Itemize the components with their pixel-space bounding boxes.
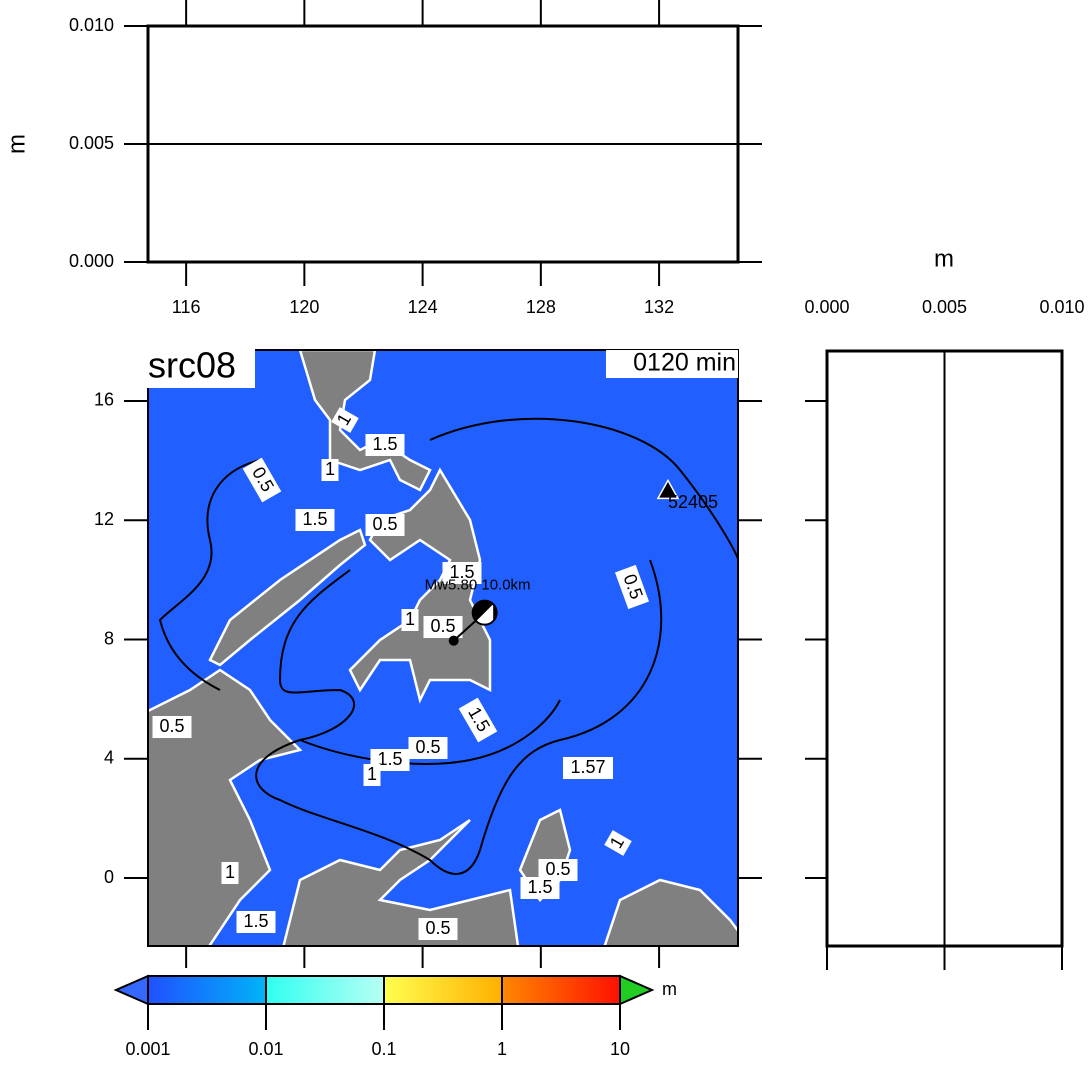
contour-label-box [538,859,578,881]
contour-label-text: 0.5 [430,616,455,636]
contour-label-text: 0.5 [372,514,397,534]
contour-label-box [520,877,560,899]
contour-label-text: 1 [405,609,415,629]
y-tick-label: 0 [104,867,114,887]
contour-label-text: 0.5 [159,716,184,736]
contour-label-text: 1.5 [449,562,474,582]
contour-label: 0.5 [538,859,578,881]
y-axis-label: m [3,134,30,154]
contour-label-box [401,609,419,631]
contour-label-text: 1.5 [377,749,402,769]
map-title: src08 [148,345,236,386]
colorbar-segment [384,976,502,1004]
contour-label-text: 1.57 [570,757,605,777]
contour-label-box [604,830,632,856]
y-tick-label: 0.005 [69,133,114,153]
colorbar-tick-label: 0.001 [125,1039,170,1059]
contours [158,417,738,875]
contour-label-box [363,764,381,786]
title-box [145,348,255,388]
contour-label-box [321,459,339,481]
x-tick-label: 0.010 [1039,297,1084,317]
x-tick-label: 116 [172,297,201,317]
x-tick-label: 0.000 [804,297,849,317]
contour-label: 1.57 [563,757,613,779]
x-tick-label: 124 [408,297,438,317]
contour-label: 1 [401,609,419,631]
y-tick-label: 8 [104,628,114,648]
colorbar-segment [502,976,620,1004]
y-tick-label: 16 [94,390,114,410]
contour-label-box [458,697,498,743]
contour-label-box [242,457,282,503]
time-box [606,350,738,378]
contour-label-box [365,514,405,536]
contour-label-box [563,757,613,779]
colorbar-over [619,974,655,1006]
y-tick-label: 12 [94,509,114,529]
colorbar-tick-label: 0.01 [248,1039,283,1059]
y-tick-label: 0.010 [69,15,114,35]
contour-label-box [408,737,448,759]
contour-label: 1.5 [442,562,482,584]
contour-label: 1 [221,862,239,884]
contour-label-box [331,407,359,433]
colorbar-segment [266,976,384,1004]
contour-label-text: 0.5 [545,859,570,879]
contour-label-box [295,509,335,531]
x-axis-label: m [934,245,954,272]
colorbar-segment [148,976,266,1004]
contour-label: 0.5 [152,716,192,738]
x-tick-label: 132 [644,297,674,317]
contour-labels: 11.50.5 11.5 0.51.5 0.51 0.50.5 1.51.50.51 1.5… [152,407,650,940]
y-tick-label: 4 [104,748,114,768]
contour-label: 1.5 [365,434,405,456]
contour-label-box [365,434,405,456]
contour-label: 0.5 [423,616,463,638]
contour-label: 0.5 [418,918,458,940]
contour-label-text: 1.5 [527,877,552,897]
contour-label: 1.5 [295,509,335,531]
colorbar-tick-label: 1 [497,1039,507,1059]
contour-label-box [423,616,463,638]
contour-label-text: 1 [367,764,377,784]
contour-label: 1 [604,830,632,856]
station-marker [656,478,680,500]
colorbar-tick-label: 0.1 [371,1039,396,1059]
contour-label: 1.5 [520,877,560,899]
x-tick-label: 128 [526,297,556,317]
contour-label-box [614,564,650,610]
contour-label: 1 [321,459,339,481]
contour-label-text: 1 [225,862,235,882]
contour-label-text: 0.5 [415,737,440,757]
contour-label-text: 1.5 [243,911,268,931]
epicenter-dot [448,635,459,646]
contour-label-text: 1.5 [302,509,327,529]
contour-label-box [221,862,239,884]
contour-label-text: 1.5 [372,434,397,454]
contour-label-text: 0.5 [425,918,450,938]
contour-label-text: 1 [325,459,335,479]
contour-label-box [442,562,482,584]
colorbar-tick-label: 10 [610,1039,630,1059]
colorbar-unit: m [662,979,677,999]
colorbar-under [113,974,149,1006]
contour-label-box [236,911,276,933]
station-label: 52405 [668,492,718,512]
contour-label: 0.5 [408,737,448,759]
contour-label: 1 [363,764,381,786]
contour-label: 1.5 [236,911,276,933]
contour-label: 0.5 [365,514,405,536]
y-tick-label: 0.000 [69,251,114,271]
beachball-quadrant [472,600,497,622]
x-tick-label: 0.005 [922,297,967,317]
contour-label-box [418,918,458,940]
contour-label-box [152,716,192,738]
time-label: 0120 min [633,349,736,377]
epicenter-label: Mw5.80 10.0km [425,577,531,594]
x-tick-label: 120 [289,297,319,317]
contour-label: 0.5 [614,564,650,610]
contour-label: 1 [331,407,359,433]
